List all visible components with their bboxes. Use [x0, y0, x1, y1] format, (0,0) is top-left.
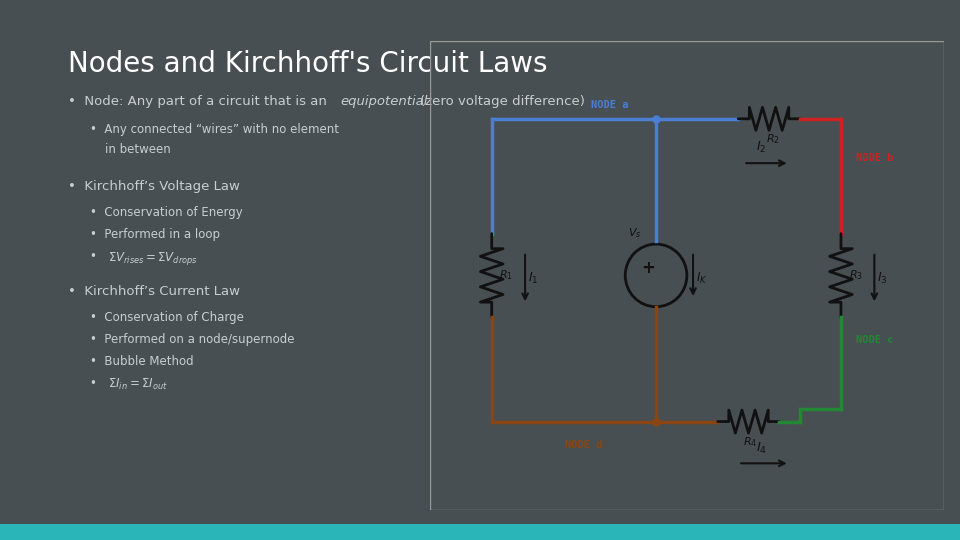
Text: $I_2$: $I_2$ — [756, 140, 766, 156]
Text: $R_2$: $R_2$ — [766, 132, 780, 146]
Text: NODE b: NODE b — [856, 153, 894, 163]
Text: $I_3$: $I_3$ — [876, 271, 887, 286]
Text: equipotential: equipotential — [340, 95, 427, 108]
Text: $\Sigma I_{in} = \Sigma I_{out}$: $\Sigma I_{in} = \Sigma I_{out}$ — [108, 377, 168, 392]
Bar — [0, 524, 960, 540]
Text: in between: in between — [105, 143, 171, 156]
Text: •  Conservation of Energy: • Conservation of Energy — [90, 206, 243, 219]
Text: $V_s$: $V_s$ — [628, 226, 641, 240]
Text: •  Performed in a loop: • Performed in a loop — [90, 228, 220, 241]
Text: $I_4$: $I_4$ — [756, 441, 767, 456]
Text: $I_1$: $I_1$ — [528, 271, 539, 286]
Text: $R_4$: $R_4$ — [743, 435, 757, 449]
Text: •  Any connected “wires” with no element: • Any connected “wires” with no element — [90, 123, 339, 136]
Text: $R_3$: $R_3$ — [849, 268, 863, 282]
Text: $\Sigma V_{rises} = \Sigma V_{drops}$: $\Sigma V_{rises} = \Sigma V_{drops}$ — [108, 250, 198, 267]
Text: $I_K$: $I_K$ — [696, 271, 708, 286]
Text: •  Bubble Method: • Bubble Method — [90, 355, 194, 368]
Text: NODE c: NODE c — [856, 335, 894, 345]
Text: •: • — [90, 250, 105, 263]
Text: •  Conservation of Charge: • Conservation of Charge — [90, 311, 244, 324]
Text: $R_1$: $R_1$ — [499, 268, 514, 282]
Text: +: + — [641, 259, 656, 276]
Text: NODE a: NODE a — [591, 100, 629, 110]
Text: •: • — [90, 377, 105, 390]
Text: •  Kirchhoff’s Current Law: • Kirchhoff’s Current Law — [68, 285, 240, 298]
Text: (zero voltage difference): (zero voltage difference) — [420, 95, 585, 108]
Text: •  Node: Any part of a circuit that is an: • Node: Any part of a circuit that is an — [68, 95, 331, 108]
Text: Nodes and Kirchhoff's Circuit Laws: Nodes and Kirchhoff's Circuit Laws — [68, 50, 547, 78]
Text: •  Performed on a node/supernode: • Performed on a node/supernode — [90, 333, 295, 346]
Text: NODE d: NODE d — [565, 440, 603, 450]
Text: •  Kirchhoff’s Voltage Law: • Kirchhoff’s Voltage Law — [68, 180, 240, 193]
